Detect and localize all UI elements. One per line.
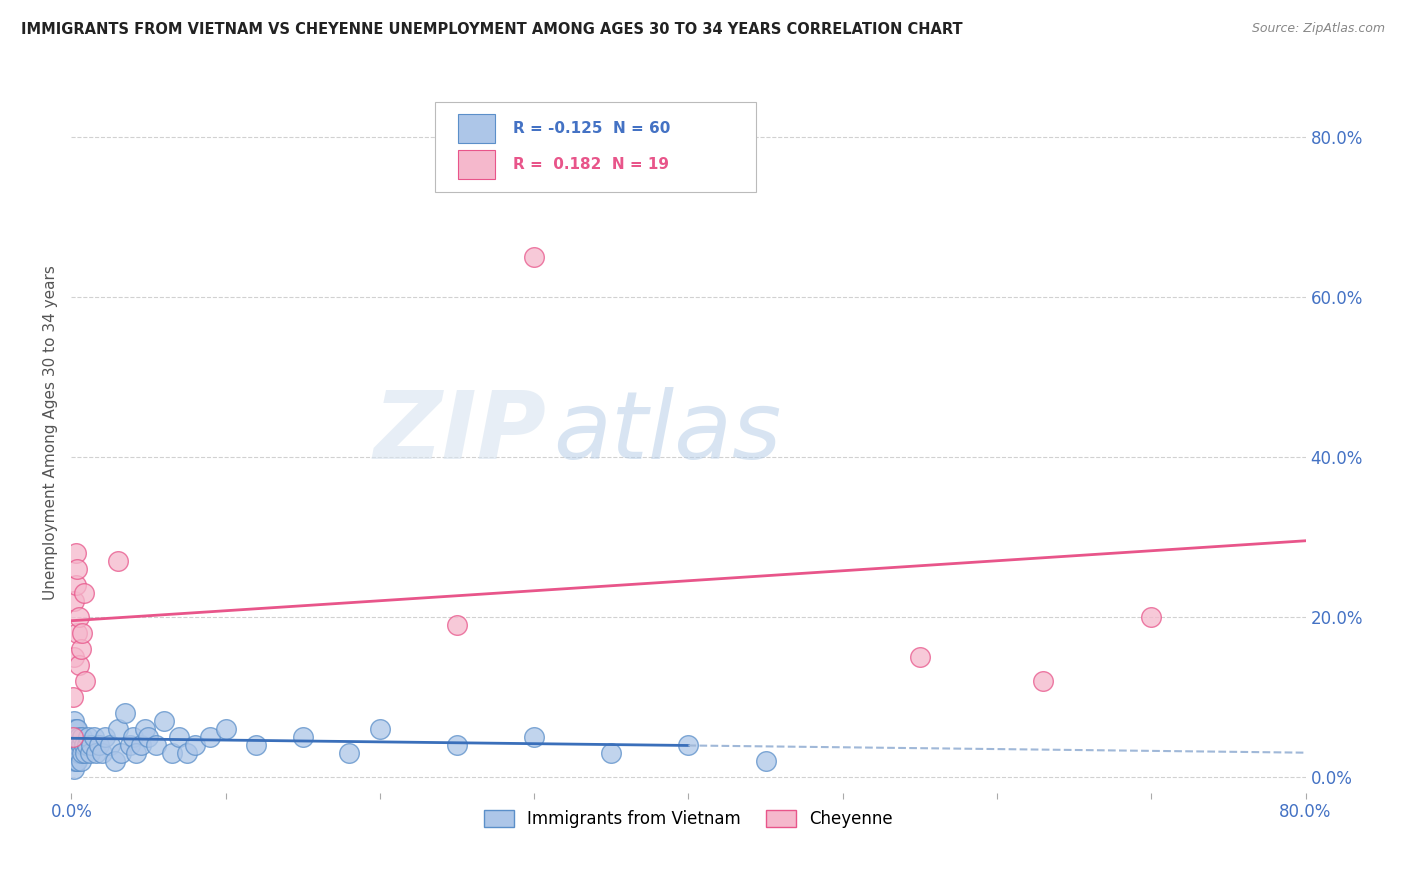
Point bbox=[523, 250, 546, 264]
Point bbox=[145, 738, 167, 752]
Point bbox=[80, 738, 103, 752]
Point bbox=[62, 746, 84, 760]
Text: ZIP: ZIP bbox=[374, 387, 547, 479]
Point bbox=[79, 746, 101, 760]
Point bbox=[91, 746, 114, 760]
Point bbox=[65, 578, 87, 592]
Point bbox=[1140, 609, 1163, 624]
Point bbox=[65, 722, 87, 736]
Text: R =  0.182  N = 19: R = 0.182 N = 19 bbox=[513, 157, 669, 172]
Point bbox=[176, 746, 198, 760]
Point bbox=[118, 738, 141, 752]
Point bbox=[69, 641, 91, 656]
Point bbox=[368, 722, 391, 736]
Point bbox=[69, 754, 91, 768]
Point bbox=[67, 746, 90, 760]
Point bbox=[214, 722, 236, 736]
Point bbox=[245, 738, 267, 752]
FancyBboxPatch shape bbox=[436, 102, 756, 192]
Point bbox=[67, 657, 90, 672]
Point bbox=[72, 738, 94, 752]
Point bbox=[908, 649, 931, 664]
Bar bbox=[457, 150, 495, 178]
Text: atlas: atlas bbox=[553, 387, 780, 478]
Point bbox=[678, 738, 700, 752]
Point bbox=[76, 738, 98, 752]
Point bbox=[63, 762, 86, 776]
Point bbox=[63, 593, 86, 607]
Point bbox=[184, 738, 207, 752]
Point bbox=[446, 738, 468, 752]
Point bbox=[70, 625, 93, 640]
Point bbox=[62, 754, 84, 768]
Point bbox=[1032, 673, 1054, 688]
Point bbox=[138, 730, 160, 744]
Point bbox=[67, 730, 90, 744]
Point bbox=[65, 738, 87, 752]
Point bbox=[87, 738, 110, 752]
Text: IMMIGRANTS FROM VIETNAM VS CHEYENNE UNEMPLOYMENT AMONG AGES 30 TO 34 YEARS CORRE: IMMIGRANTS FROM VIETNAM VS CHEYENNE UNEM… bbox=[21, 22, 963, 37]
Point bbox=[98, 738, 121, 752]
Point bbox=[72, 586, 94, 600]
Point bbox=[65, 546, 87, 560]
Point bbox=[62, 730, 84, 744]
Point bbox=[160, 746, 183, 760]
Point bbox=[66, 754, 89, 768]
Point bbox=[114, 706, 136, 720]
Text: R = -0.125  N = 60: R = -0.125 N = 60 bbox=[513, 121, 671, 136]
Point bbox=[84, 746, 107, 760]
Point bbox=[66, 562, 89, 576]
Point bbox=[110, 746, 132, 760]
Legend: Immigrants from Vietnam, Cheyenne: Immigrants from Vietnam, Cheyenne bbox=[477, 803, 900, 835]
Point bbox=[129, 738, 152, 752]
Point bbox=[62, 722, 84, 736]
Point bbox=[446, 617, 468, 632]
Point bbox=[291, 730, 314, 744]
Point bbox=[337, 746, 360, 760]
Point bbox=[63, 730, 86, 744]
Point bbox=[70, 730, 93, 744]
Point bbox=[62, 738, 84, 752]
Point bbox=[75, 673, 97, 688]
Point bbox=[63, 714, 86, 728]
Point bbox=[107, 722, 129, 736]
Point bbox=[66, 722, 89, 736]
Point bbox=[754, 754, 776, 768]
Point bbox=[134, 722, 156, 736]
Bar bbox=[457, 114, 495, 143]
Point bbox=[62, 730, 84, 744]
Point bbox=[66, 738, 89, 752]
Point bbox=[66, 625, 89, 640]
Point bbox=[65, 754, 87, 768]
Point bbox=[169, 730, 191, 744]
Point bbox=[83, 730, 105, 744]
Point bbox=[122, 730, 145, 744]
Point bbox=[70, 746, 93, 760]
Point bbox=[77, 730, 100, 744]
Point bbox=[107, 554, 129, 568]
Y-axis label: Unemployment Among Ages 30 to 34 years: Unemployment Among Ages 30 to 34 years bbox=[44, 266, 58, 600]
Point bbox=[63, 649, 86, 664]
Point bbox=[103, 754, 125, 768]
Text: Source: ZipAtlas.com: Source: ZipAtlas.com bbox=[1251, 22, 1385, 36]
Point bbox=[67, 609, 90, 624]
Point bbox=[125, 746, 148, 760]
Point bbox=[94, 730, 117, 744]
Point bbox=[198, 730, 221, 744]
Point bbox=[63, 746, 86, 760]
Point bbox=[153, 714, 176, 728]
Point bbox=[69, 738, 91, 752]
Point bbox=[62, 690, 84, 704]
Point bbox=[75, 746, 97, 760]
Point bbox=[600, 746, 623, 760]
Point bbox=[523, 730, 546, 744]
